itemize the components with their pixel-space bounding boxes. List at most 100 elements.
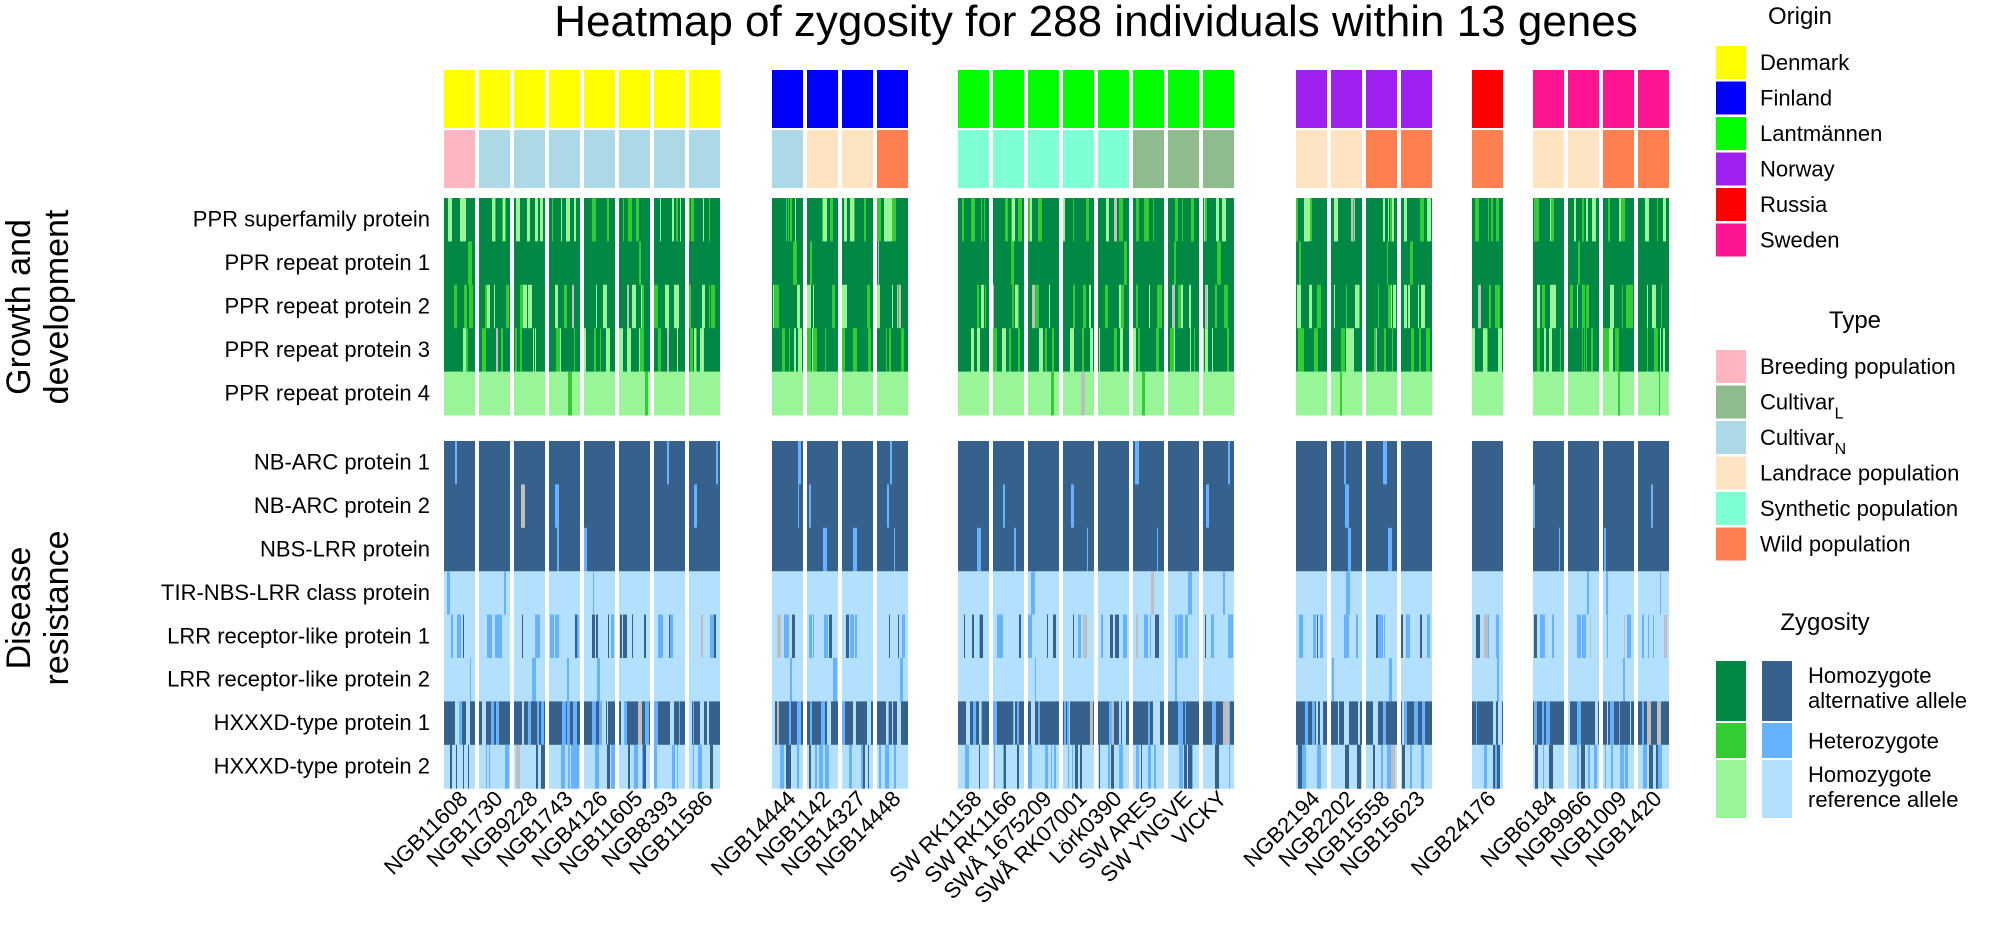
stripe-l-rk0390-hxxxd-type-protein-1 bbox=[1122, 701, 1126, 746]
stripe-ngb6184-nb-arc-protein-2 bbox=[1533, 484, 1535, 529]
origin-cell-sw-rk1158 bbox=[958, 70, 989, 128]
stripe-sw-1675209-hxxxd-type-protein-2 bbox=[1045, 744, 1048, 789]
stripe-ngb11586-lrr-receptor-like-protein-1 bbox=[710, 614, 714, 659]
zygosity-key-growth-1 bbox=[1716, 723, 1746, 758]
cell-sw-rk07001-tir-nbs-lrr-class-protein bbox=[1063, 571, 1094, 616]
stripe-ngb14444-hxxxd-type-protein-1 bbox=[797, 701, 801, 746]
stripe-ngb24176-ppr-repeat-protein-2 bbox=[1478, 284, 1481, 329]
cell-ngb1009-nb-arc-protein-1 bbox=[1603, 441, 1634, 485]
stripe-ngb9228-hxxxd-type-protein-1 bbox=[537, 701, 539, 746]
origin-cell-ngb6184 bbox=[1533, 70, 1564, 128]
cell-ngb2194-nb-arc-protein-1 bbox=[1296, 441, 1327, 485]
stripe-sw-rk1166-lrr-receptor-like-protein-1 bbox=[997, 614, 998, 659]
stripe-sw-rk1158-hxxxd-type-protein-2 bbox=[967, 744, 969, 789]
stripe-ngb6184-ppr-repeat-protein-3 bbox=[1549, 328, 1552, 373]
stripe-ngb9966-ppr-superfamily-protein bbox=[1582, 198, 1584, 242]
cell-sw-yngve-ppr-superfamily-protein bbox=[1168, 198, 1199, 242]
origin-legend-label-denmark: Denmark bbox=[1760, 50, 1850, 75]
stripe-ngb1420-hxxxd-type-protein-2 bbox=[1658, 744, 1662, 789]
cell-ngb15623-nbs-lrr-protein bbox=[1401, 527, 1432, 572]
stripe-ngb9228-ppr-repeat-protein-3 bbox=[535, 328, 536, 373]
cell-l-rk0390-nb-arc-protein-2 bbox=[1098, 484, 1129, 529]
cell-ngb11586-ppr-repeat-protein-3 bbox=[689, 328, 720, 373]
type-legend-label-cultivar-l: CultivarL bbox=[1760, 390, 1844, 423]
cell-ngb2194-nbs-lrr-protein bbox=[1296, 527, 1327, 572]
cell-sw-rk07001-lrr-receptor-like-protein-2 bbox=[1063, 658, 1094, 702]
cell-ngb11605-ppr-repeat-protein-3 bbox=[619, 328, 650, 373]
zygosity-key-disease-1 bbox=[1762, 723, 1792, 758]
stripe-ngb14448-hxxxd-type-protein-1 bbox=[897, 701, 901, 746]
stripe-ngb1420-lrr-receptor-like-protein-1 bbox=[1664, 614, 1667, 659]
stripe-ngb1743-hxxxd-type-protein-2 bbox=[571, 744, 575, 789]
type-cell-ngb9966 bbox=[1568, 130, 1599, 188]
cell-ngb8393-ppr-repeat-protein-4 bbox=[654, 371, 685, 416]
origin-key-finland bbox=[1716, 81, 1746, 115]
stripe-ngb11605-hxxxd-type-protein-2 bbox=[643, 744, 646, 789]
stripe-ngb11608-hxxxd-type-protein-2 bbox=[450, 744, 452, 789]
stripe-ngb4126-ppr-repeat-protein-3 bbox=[584, 328, 586, 373]
cell-ngb11605-ppr-superfamily-protein bbox=[619, 198, 650, 242]
cell-ngb1142-ppr-repeat-protein-3 bbox=[807, 328, 838, 373]
cell-sw-yngve-ppr-repeat-protein-4 bbox=[1168, 371, 1199, 416]
cell-ngb14444-ppr-repeat-protein-3 bbox=[772, 328, 803, 373]
cell-ngb9228-nb-arc-protein-2 bbox=[514, 484, 545, 529]
stripe-ngb11605-ppr-repeat-protein-1 bbox=[639, 241, 641, 286]
stripe-ngb2194-ppr-repeat-protein-2 bbox=[1297, 284, 1301, 329]
stripe-ngb8393-lrr-receptor-like-protein-1 bbox=[658, 614, 661, 659]
stripe-ngb15558-ppr-superfamily-protein bbox=[1390, 198, 1392, 242]
cell-ngb1743-tir-nbs-lrr-class-protein bbox=[549, 571, 580, 616]
cell-sw-rk07001-nb-arc-protein-1 bbox=[1063, 441, 1094, 485]
stripe-sw-rk1158-ppr-repeat-protein-2 bbox=[985, 284, 986, 329]
stripe-ngb1730-ppr-superfamily-protein bbox=[492, 198, 495, 242]
cell-ngb6184-lrr-receptor-like-protein-1 bbox=[1533, 614, 1564, 659]
stripe-ngb24176-lrr-receptor-like-protein-1 bbox=[1496, 614, 1499, 659]
stripe-sw-ares-ppr-superfamily-protein bbox=[1147, 198, 1149, 242]
origin-cell-ngb1009 bbox=[1603, 70, 1634, 128]
cell-ngb1420-ppr-repeat-protein-4 bbox=[1638, 371, 1669, 416]
stripe-ngb1420-ppr-repeat-protein-3 bbox=[1663, 328, 1665, 373]
stripe-sw-1675209-lrr-receptor-like-protein-1 bbox=[1028, 614, 1032, 659]
stripe-ngb11586-ppr-superfamily-protein bbox=[689, 198, 690, 242]
stripe-ngb1743-ppr-repeat-protein-3 bbox=[560, 328, 561, 373]
cell-sw-1675209-nb-arc-protein-1 bbox=[1028, 441, 1059, 485]
cell-ngb9966-hxxxd-type-protein-1 bbox=[1568, 701, 1599, 746]
stripe-ngb14444-nb-arc-protein-2 bbox=[798, 484, 799, 529]
stripe-ngb11605-hxxxd-type-protein-2 bbox=[642, 744, 643, 789]
stripe-sw-rk1158-nbs-lrr-protein bbox=[977, 527, 981, 572]
stripe-ngb14327-lrr-receptor-like-protein-1 bbox=[855, 614, 857, 659]
stripe-ngb11608-ppr-repeat-protein-2 bbox=[469, 284, 473, 329]
cell-ngb15558-ppr-repeat-protein-2 bbox=[1366, 284, 1397, 329]
origin-legend: Origin Denmark Finland Lantmännen Norway Russ… bbox=[1716, 3, 1882, 257]
stripe-ngb9228-ppr-repeat-protein-3 bbox=[520, 328, 522, 373]
stripe-ngb1743-ppr-repeat-protein-3 bbox=[574, 328, 575, 373]
stripe-ngb11608-nb-arc-protein-1 bbox=[455, 441, 457, 485]
stripe-ngb9228-lrr-receptor-like-protein-1 bbox=[536, 614, 540, 659]
stripe-ngb9228-ppr-superfamily-protein bbox=[516, 198, 520, 242]
stripe-ngb11586-lrr-receptor-like-protein-1 bbox=[714, 614, 716, 659]
cell-ngb1142-lrr-receptor-like-protein-1 bbox=[807, 614, 838, 659]
stripe-sw-rk1158-ppr-repeat-protein-2 bbox=[981, 284, 982, 329]
stripe-sw-rk1166-lrr-receptor-like-protein-1 bbox=[999, 614, 1003, 659]
stripe-sw-yngve-ppr-superfamily-protein bbox=[1175, 198, 1178, 242]
stripe-sw-rk07001-ppr-repeat-protein-2 bbox=[1083, 284, 1086, 329]
cell-sw-rk1166-hxxxd-type-protein-1 bbox=[993, 701, 1024, 746]
zygosity-legend-title: Zygosity bbox=[1780, 609, 1869, 636]
stripe-ngb24176-ppr-superfamily-protein bbox=[1496, 198, 1499, 242]
row-label-ppr-repeat-protein-3: PPR repeat protein 3 bbox=[225, 337, 430, 362]
cell-sw-rk1158-hxxxd-type-protein-2 bbox=[958, 744, 989, 789]
stripe-ngb1009-ppr-superfamily-protein bbox=[1608, 198, 1610, 242]
type-cell-ngb9228 bbox=[514, 130, 545, 188]
cell-sw-1675209-lrr-receptor-like-protein-2 bbox=[1028, 658, 1059, 702]
cell-ngb11586-hxxxd-type-protein-1 bbox=[689, 701, 720, 746]
stripe-ngb11605-ppr-superfamily-protein bbox=[623, 198, 624, 242]
stripe-ngb14327-hxxxd-type-protein-1 bbox=[867, 701, 871, 746]
cell-ngb1009-nb-arc-protein-2 bbox=[1603, 484, 1634, 529]
type-cell-ngb15623 bbox=[1401, 130, 1432, 188]
stripe-ngb2202-nb-arc-protein-1 bbox=[1344, 441, 1346, 485]
stripe-ngb11586-nb-arc-protein-1 bbox=[716, 441, 718, 485]
stripe-ngb24176-ppr-superfamily-protein bbox=[1491, 198, 1493, 242]
stripe-ngb9966-ppr-superfamily-protein bbox=[1592, 198, 1596, 242]
stripe-ngb11608-ppr-repeat-protein-3 bbox=[466, 328, 468, 373]
cell-ngb2202-nbs-lrr-protein bbox=[1331, 527, 1362, 572]
stripe-ngb1743-ppr-repeat-protein-3 bbox=[556, 328, 560, 373]
